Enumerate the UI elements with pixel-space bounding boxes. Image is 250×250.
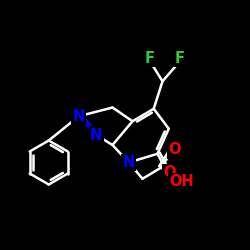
Text: N: N xyxy=(72,109,85,124)
Text: F: F xyxy=(145,51,155,66)
Text: O: O xyxy=(163,165,176,180)
Text: OH: OH xyxy=(169,174,194,189)
Text: F: F xyxy=(175,51,185,66)
Text: N: N xyxy=(122,155,135,170)
Text: N: N xyxy=(90,128,102,142)
Text: O: O xyxy=(168,142,181,158)
